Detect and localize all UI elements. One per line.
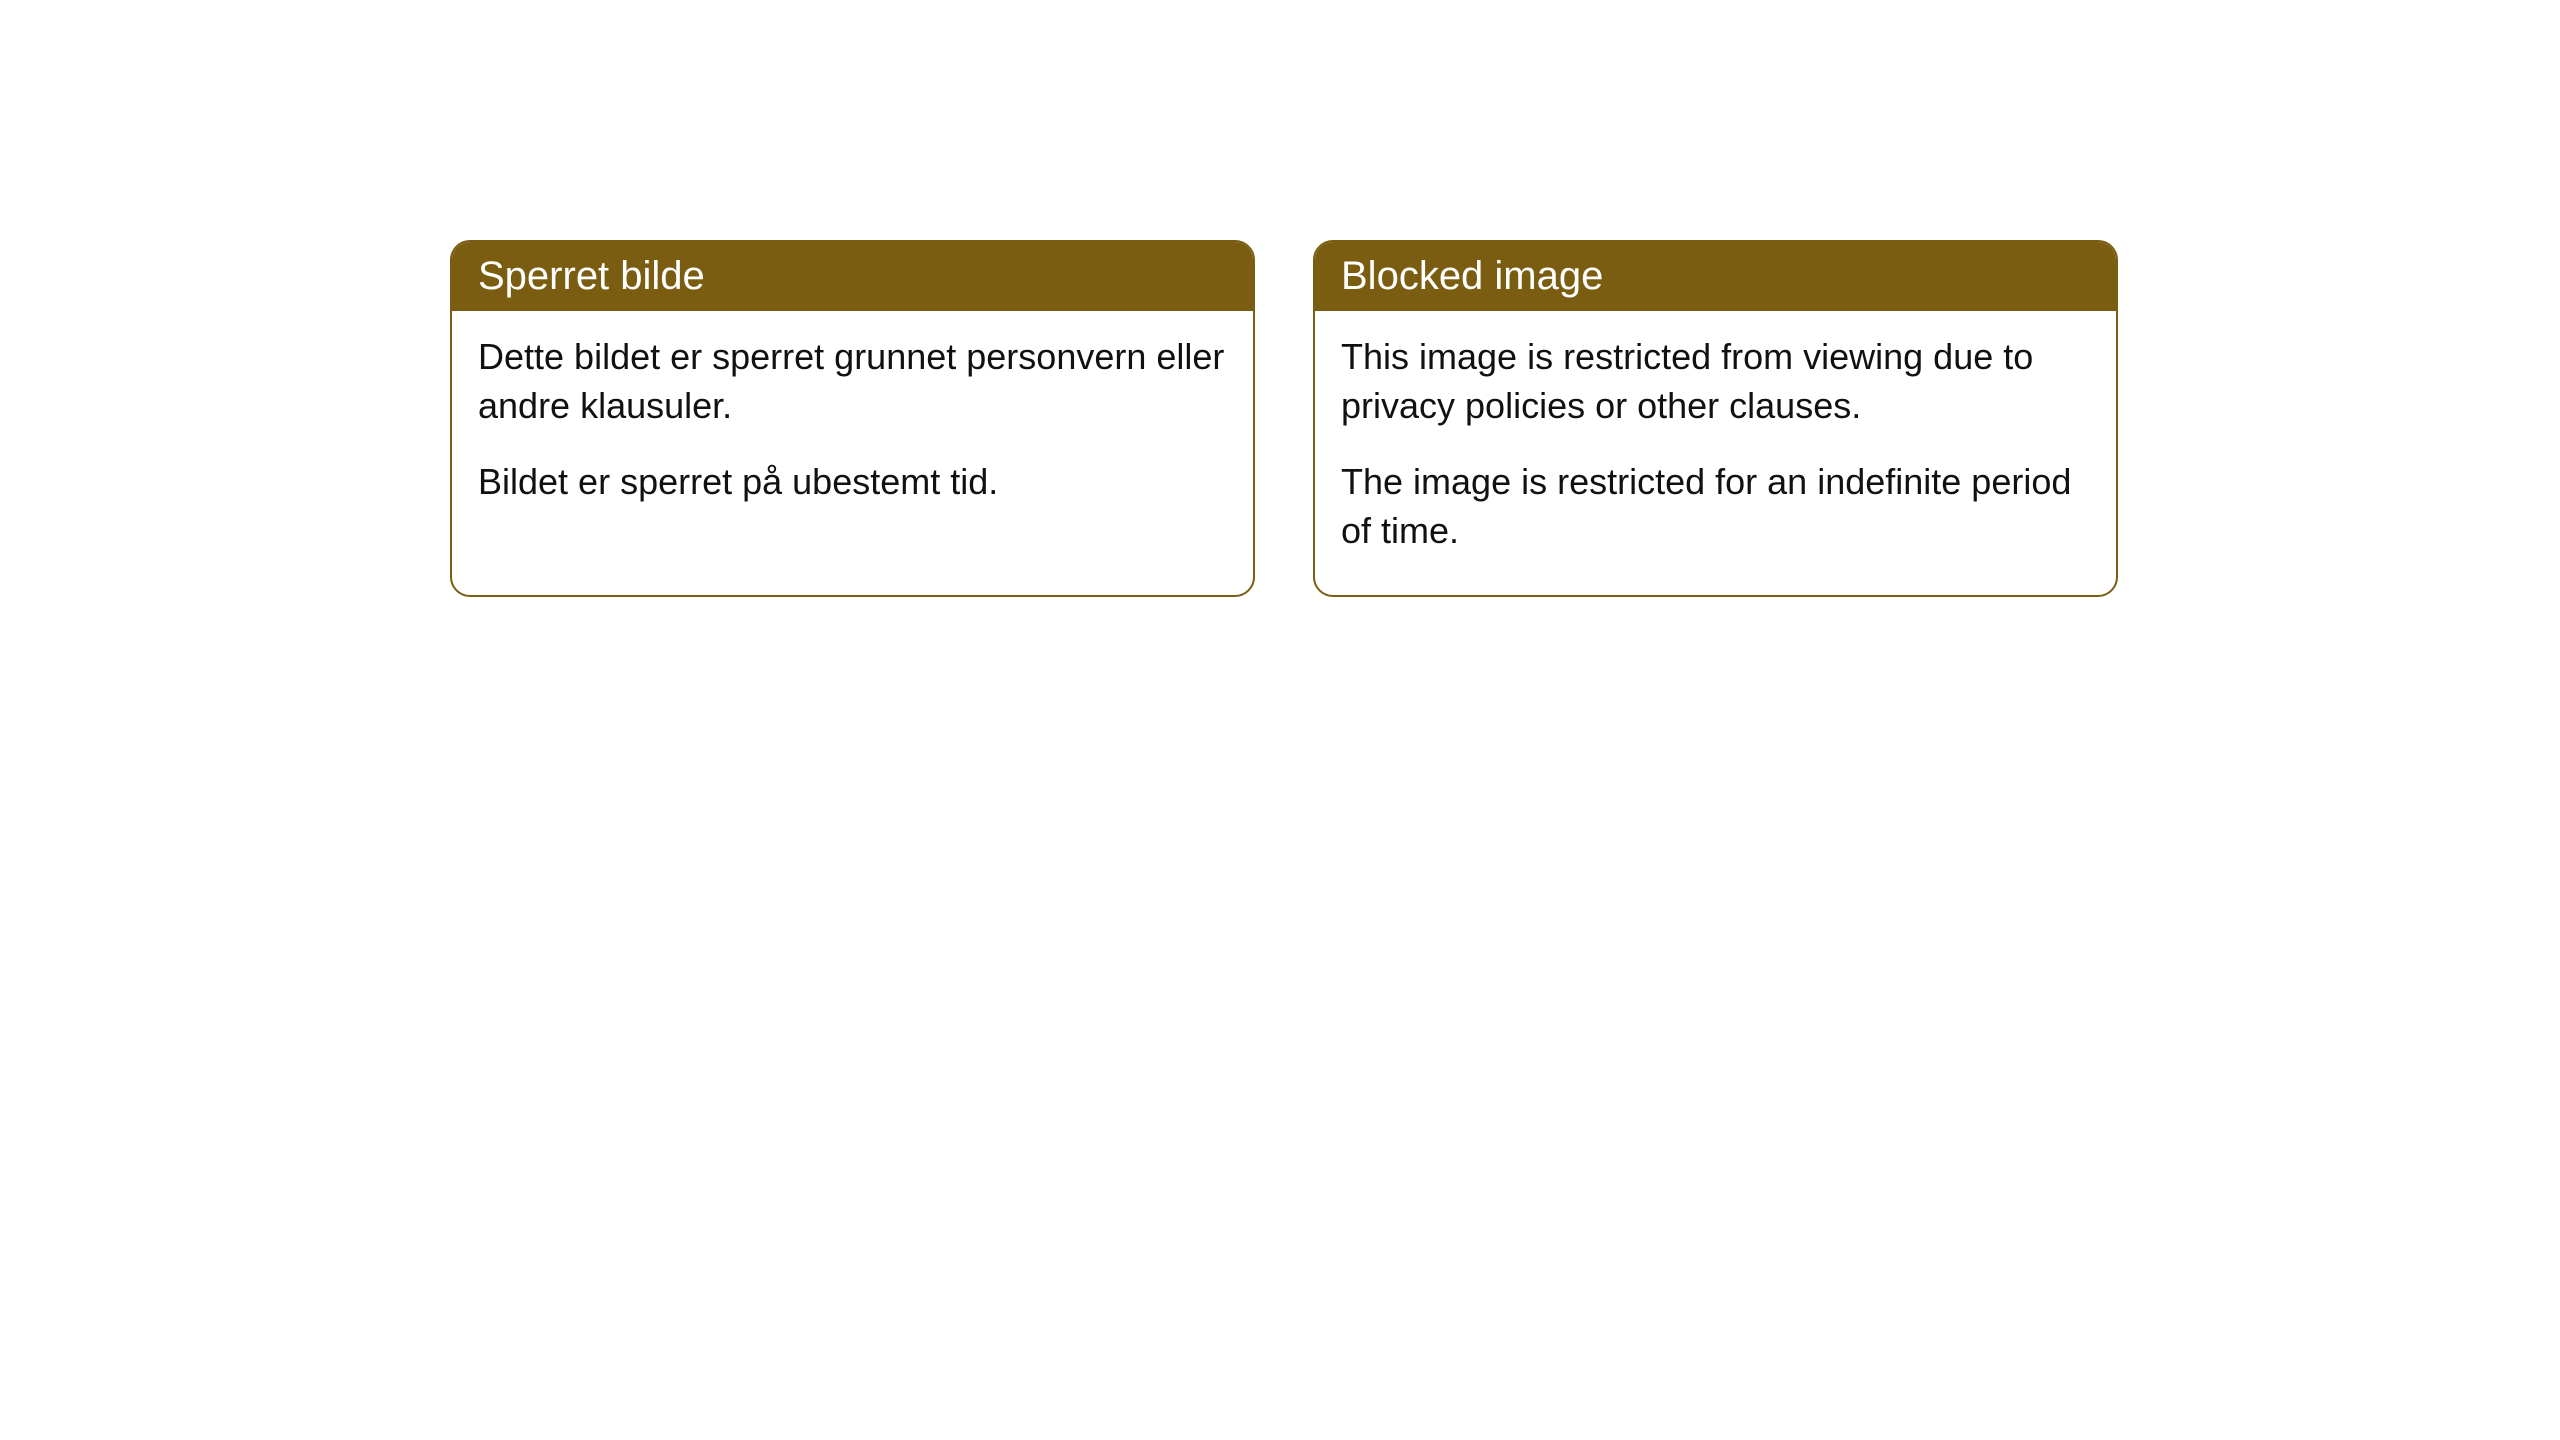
card-paragraph: Dette bildet er sperret grunnet personve…	[478, 333, 1227, 430]
card-paragraph: This image is restricted from viewing du…	[1341, 333, 2090, 430]
cards-container: Sperret bilde Dette bildet er sperret gr…	[450, 240, 2118, 597]
card-title: Blocked image	[1341, 254, 1603, 298]
card-header-norwegian: Sperret bilde	[452, 242, 1253, 311]
card-english: Blocked image This image is restricted f…	[1313, 240, 2118, 597]
card-header-english: Blocked image	[1315, 242, 2116, 311]
card-paragraph: The image is restricted for an indefinit…	[1341, 458, 2090, 555]
card-body-english: This image is restricted from viewing du…	[1315, 311, 2116, 595]
card-paragraph: Bildet er sperret på ubestemt tid.	[478, 458, 1227, 507]
card-norwegian: Sperret bilde Dette bildet er sperret gr…	[450, 240, 1255, 597]
card-title: Sperret bilde	[478, 254, 705, 298]
card-body-norwegian: Dette bildet er sperret grunnet personve…	[452, 311, 1253, 547]
